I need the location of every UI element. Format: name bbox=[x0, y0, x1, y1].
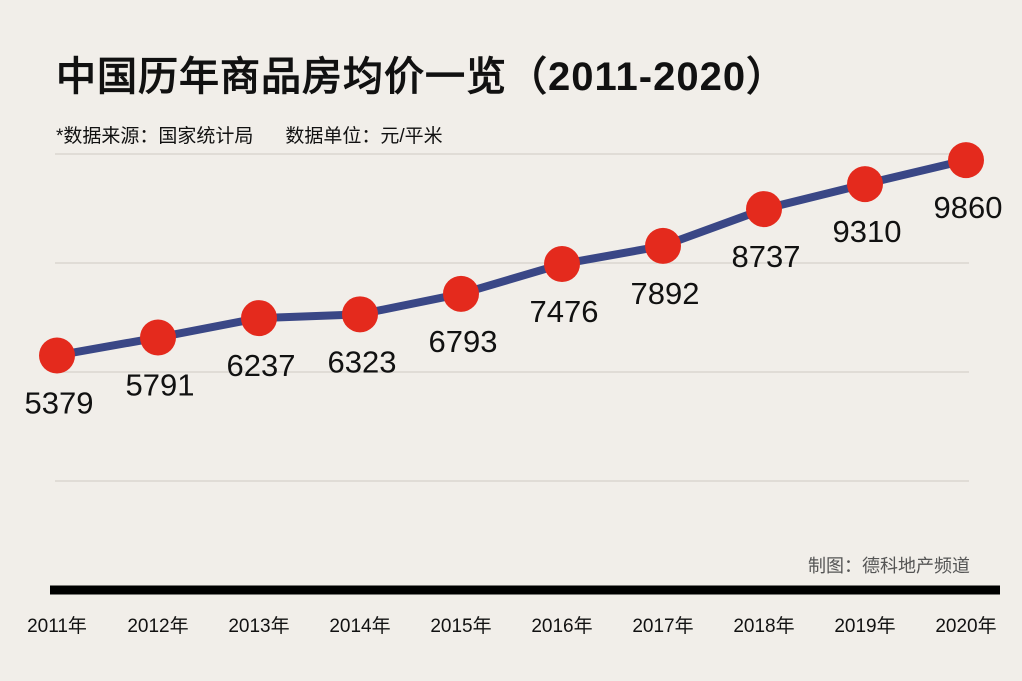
x-tick-label: 2017年 bbox=[632, 615, 693, 637]
data-label: 5791 bbox=[126, 368, 195, 403]
data-label: 6793 bbox=[429, 324, 498, 359]
x-tick-label: 2012年 bbox=[127, 615, 188, 637]
data-label: 6323 bbox=[328, 344, 397, 379]
data-point-marker bbox=[241, 300, 277, 337]
chart-title: 中国历年商品房均价一览（2011-2020） bbox=[56, 55, 788, 99]
data-point-marker bbox=[645, 227, 681, 264]
data-point-marker bbox=[746, 191, 782, 228]
series-line bbox=[56, 156, 967, 360]
data-point-marker bbox=[140, 319, 176, 356]
data-label: 8737 bbox=[732, 239, 801, 274]
data-point-marker bbox=[443, 275, 479, 312]
data-point-marker bbox=[342, 296, 378, 333]
x-tick-label: 2013年 bbox=[228, 615, 289, 637]
data-point-marker bbox=[948, 142, 984, 179]
data-label: 9310 bbox=[833, 214, 902, 249]
x-tick-label: 2019年 bbox=[834, 615, 895, 637]
x-tick-label: 2018年 bbox=[733, 615, 794, 637]
data-label: 5379 bbox=[25, 385, 94, 420]
unit-note: 数据单位：元/平米 bbox=[285, 126, 443, 147]
data-label: 7892 bbox=[631, 276, 700, 311]
x-tick-label: 2020年 bbox=[935, 615, 996, 637]
data-label: 6237 bbox=[227, 348, 296, 383]
data-point-marker bbox=[847, 166, 883, 203]
data-label: 7476 bbox=[530, 294, 599, 329]
chart-credit: 制图：德科地产频道 bbox=[808, 556, 970, 576]
data-point-marker bbox=[39, 337, 75, 374]
x-tick-label: 2016年 bbox=[531, 615, 592, 637]
chart-subtitle: *数据来源：国家统计局 数据单位：元/平米 bbox=[56, 121, 475, 148]
source-note: *数据来源：国家统计局 bbox=[56, 126, 254, 147]
x-tick-label: 2014年 bbox=[329, 615, 390, 637]
x-tick-label: 2011年 bbox=[27, 615, 87, 637]
x-tick-label: 2015年 bbox=[430, 615, 491, 637]
data-point-marker bbox=[544, 246, 580, 283]
data-label: 9860 bbox=[934, 190, 1003, 225]
